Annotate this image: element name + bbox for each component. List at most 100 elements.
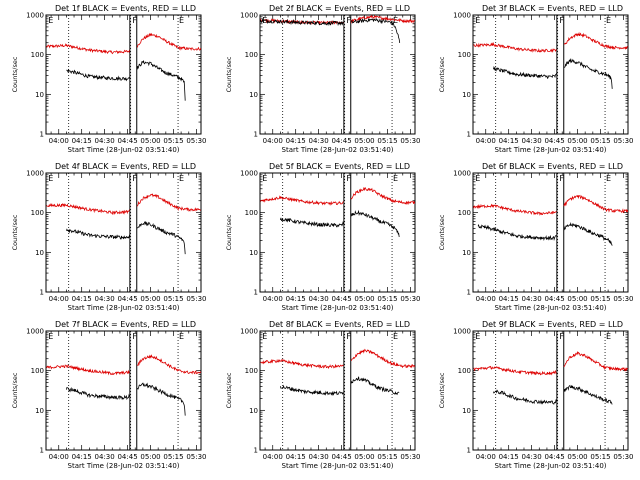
x-tick-label: 04:45: [117, 295, 137, 303]
x-tick-label: 04:45: [544, 453, 564, 461]
y-tick-label: 10: [249, 249, 258, 257]
series-events-line: [260, 17, 344, 27]
series-lld-line: [136, 193, 201, 212]
plot-frame: [472, 14, 629, 135]
series-events-line: [136, 382, 186, 416]
x-tick-label: 04:00: [49, 295, 69, 303]
series-events-line: [280, 217, 344, 228]
y-tick-label: 1: [254, 289, 258, 297]
x-tick-label: 04:00: [476, 453, 496, 461]
panel-title: Det 2f BLACK = Events, RED = LLD: [269, 4, 410, 13]
y-axis-label: Counts/sec: [11, 56, 19, 92]
y-tick-label: 1: [467, 289, 471, 297]
y-tick-label: 10: [249, 407, 258, 415]
flag-label: F: [559, 16, 564, 25]
flag-label: E: [179, 174, 184, 183]
x-tick-label: 04:00: [263, 453, 283, 461]
y-tick-label: 1: [40, 131, 44, 139]
y-tick-label: 100: [31, 367, 44, 375]
flag-label: F: [132, 332, 137, 341]
chart-panel-4: Det 4f BLACK = Events, RED = LLD 1 10 100 10…: [11, 162, 207, 312]
plot-frame: [259, 330, 416, 451]
x-tick-label: 04:15: [286, 453, 306, 461]
y-axis-label: Counts/sec: [225, 214, 233, 250]
y-tick-label: 1: [467, 447, 471, 455]
flag-label: E: [179, 332, 184, 341]
series-events-line: [350, 209, 400, 237]
y-tick-label: 1: [254, 447, 258, 455]
series-events-line: [563, 221, 613, 246]
chart-panel-9: Det 9f BLACK = Events, RED = LLD 1 10 100 10…: [438, 320, 634, 470]
y-axis-label: Counts/sec: [225, 372, 233, 408]
x-tick-label: 05:15: [163, 453, 183, 461]
series-lld-line: [473, 41, 557, 53]
x-tick-label: 04:45: [544, 295, 564, 303]
y-tick-label: 1000: [453, 12, 471, 20]
series-lld-line: [473, 365, 557, 376]
x-tick-label: 04:45: [544, 137, 564, 145]
chart-panel-7: Det 7f BLACK = Events, RED = LLD 1 10 100 10…: [11, 320, 207, 470]
y-tick-label: 100: [458, 51, 471, 59]
series-lld-line: [473, 203, 557, 216]
chart-panel-1: Det 1f BLACK = Events, RED = LLD 1 10 100 10…: [11, 4, 207, 154]
x-tick-label: 05:15: [377, 453, 397, 461]
x-tick-label: 05:30: [186, 295, 206, 303]
x-tick-label: 05:15: [590, 453, 610, 461]
x-tick-label: 04:30: [522, 295, 542, 303]
x-tick-label: 04:45: [331, 453, 351, 461]
y-axis-label: Counts/sec: [11, 214, 19, 250]
x-tick-label: 04:15: [72, 295, 92, 303]
x-tick-label: 04:30: [95, 295, 115, 303]
plot-frame: [259, 14, 416, 135]
flag-label: F: [132, 16, 137, 25]
series-lld-line: [136, 354, 202, 375]
x-tick-label: 04:30: [522, 137, 542, 145]
chart-panel-2: Det 2f BLACK = Events, RED = LLD 1 10 100 10…: [225, 4, 421, 154]
x-axis-label: Start Time (28-Jun-02 03:51:40): [495, 304, 607, 312]
chart-panel-6: Det 6f BLACK = Events, RED = LLD 1 10 100 10…: [438, 162, 634, 312]
x-tick-label: 05:30: [186, 137, 206, 145]
flag-label: E: [48, 16, 53, 25]
x-axis-label: Start Time (28-Jun-02 03:51:40): [68, 462, 180, 470]
series-events-line: [350, 17, 401, 43]
x-tick-label: 04:45: [117, 137, 137, 145]
series-lld-line: [350, 186, 416, 205]
series-events-line: [136, 60, 186, 101]
x-tick-label: 04:30: [95, 453, 115, 461]
plot-frame: [472, 172, 629, 293]
panel-title: Det 5f BLACK = Events, RED = LLD: [269, 162, 410, 171]
series-lld-line: [563, 194, 629, 214]
x-tick-label: 04:30: [522, 453, 542, 461]
y-tick-label: 100: [458, 367, 471, 375]
flag-label: E: [606, 332, 611, 341]
panel-title: Det 6f BLACK = Events, RED = LLD: [482, 162, 623, 171]
plot-frame: [259, 172, 416, 293]
x-axis-label: Start Time (28-Jun-02 03:51:40): [282, 462, 394, 470]
y-tick-label: 1000: [240, 170, 258, 178]
x-tick-label: 05:00: [140, 453, 160, 461]
y-tick-label: 10: [462, 249, 471, 257]
flag-label: E: [475, 16, 480, 25]
x-tick-label: 04:15: [72, 137, 92, 145]
x-tick-label: 05:00: [567, 295, 587, 303]
x-tick-label: 05:00: [140, 137, 160, 145]
y-tick-label: 10: [462, 407, 471, 415]
y-tick-label: 10: [249, 91, 258, 99]
series-lld-line: [260, 195, 344, 206]
panel-title: Det 7f BLACK = Events, RED = LLD: [55, 320, 196, 329]
x-tick-label: 05:15: [163, 137, 183, 145]
x-tick-label: 04:15: [499, 453, 519, 461]
series-events-line: [477, 223, 557, 242]
x-tick-label: 04:30: [309, 137, 329, 145]
series-events-line: [66, 68, 130, 82]
y-axis-label: Counts/sec: [438, 372, 446, 408]
series-events-line: [564, 58, 613, 89]
series-events-line: [280, 384, 344, 396]
series-lld-line: [350, 348, 416, 369]
y-tick-label: 1000: [26, 170, 44, 178]
y-tick-label: 10: [462, 91, 471, 99]
series-lld-line: [563, 31, 628, 50]
series-events-line: [493, 65, 557, 80]
flag-label: E: [48, 332, 53, 341]
flag-label: F: [346, 16, 351, 25]
